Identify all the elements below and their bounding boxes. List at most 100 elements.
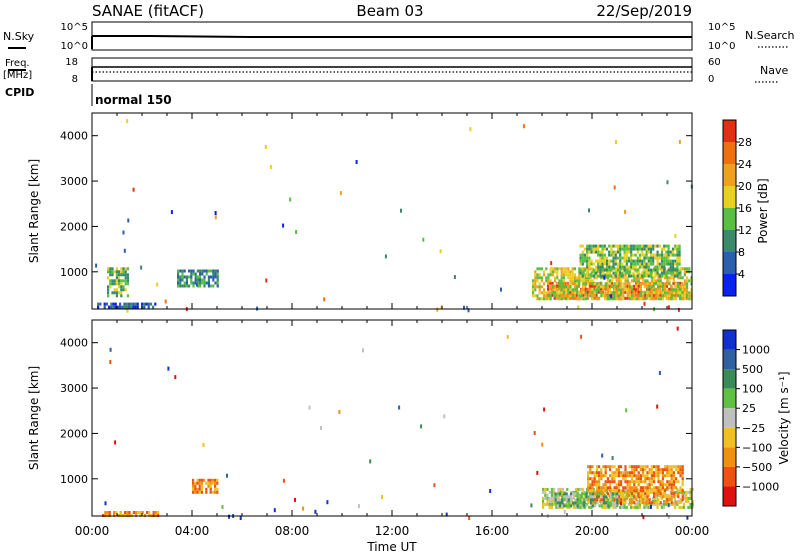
heatmap-cell — [538, 273, 541, 277]
heatmap-cell — [653, 282, 656, 286]
heatmap-cell — [599, 274, 602, 278]
heatmap-cell — [634, 268, 637, 272]
heatmap-cell — [622, 501, 625, 505]
heatmap-cell — [649, 490, 652, 494]
heatmap-cell — [668, 483, 671, 487]
heatmap-cell — [659, 495, 662, 499]
heatmap-cell — [633, 465, 636, 469]
heatmap-cell — [563, 504, 566, 508]
heatmap-cell — [636, 505, 639, 509]
heatmap-cell — [554, 276, 557, 280]
heatmap-cell — [595, 276, 598, 280]
heatmap-cell — [113, 282, 116, 286]
heatmap-cell — [612, 265, 615, 269]
heatmap-cell — [679, 285, 682, 289]
heatmap-cell — [642, 276, 645, 280]
heatmap-cell — [605, 262, 609, 266]
heatmap-cell — [631, 294, 634, 298]
heatmap-cell — [620, 471, 623, 475]
heatmap-cell — [192, 490, 195, 494]
heatmap-cell — [600, 477, 603, 481]
heatmap-cell — [587, 501, 590, 505]
heatmap-cell — [581, 256, 584, 260]
heatmap-cell — [603, 268, 606, 272]
heatmap-cell — [652, 284, 655, 288]
nsky-tick-top: 10^5 — [61, 22, 88, 33]
heatmap-cell — [569, 492, 573, 496]
power-heatmap-cells — [95, 119, 693, 313]
heatmap-cell — [648, 287, 651, 291]
heatmap-cell — [667, 515, 670, 519]
heatmap-cell — [143, 302, 146, 306]
heatmap-cell — [592, 250, 595, 254]
heatmap-cell — [398, 405, 401, 410]
heatmap-cell — [569, 504, 573, 508]
heatmap-cell — [615, 285, 618, 289]
heatmap-cell — [522, 124, 525, 129]
heatmap-cell — [547, 281, 550, 285]
heatmap-cell — [118, 285, 121, 289]
heatmap-cell — [534, 279, 537, 283]
heatmap-cell — [659, 486, 662, 490]
heatmap-cell — [650, 276, 653, 280]
heatmap-cell — [177, 269, 180, 273]
heatmap-cell — [674, 490, 677, 494]
heatmap-cell — [630, 247, 633, 251]
heatmap-cell — [672, 495, 675, 499]
heatmap-cell — [556, 504, 559, 508]
heatmap-cell — [622, 285, 625, 289]
heatmap-cell — [598, 486, 601, 490]
heatmap-cell — [654, 496, 657, 500]
heatmap-cell — [212, 269, 215, 273]
heatmap-cell — [532, 282, 535, 286]
heatmap-cell — [614, 262, 617, 266]
heatmap-cell — [120, 267, 123, 271]
heatmap-cell — [574, 498, 577, 502]
colorbar-swatch — [723, 120, 736, 142]
heatmap-cell — [609, 282, 612, 286]
heatmap-cell — [620, 489, 623, 493]
heatmap-cell — [677, 282, 680, 286]
heatmap-cell — [682, 490, 685, 494]
heatmap-cell — [639, 276, 642, 280]
heatmap-cell — [671, 262, 675, 266]
heatmap-cell — [649, 250, 653, 254]
heatmap-cell — [614, 271, 617, 275]
heatmap-cell — [130, 305, 133, 309]
heatmap-cell — [622, 489, 625, 493]
heatmap-cell — [650, 291, 653, 295]
heatmap-cell — [659, 483, 662, 487]
heatmap-cell — [647, 265, 650, 269]
heatmap-cell — [686, 515, 689, 520]
heatmap-cell — [179, 278, 182, 282]
heatmap-cell — [580, 276, 583, 280]
heatmap-cell — [179, 284, 182, 288]
heatmap-cell — [601, 265, 604, 269]
heatmap-cell — [113, 291, 116, 295]
heatmap-cell — [665, 262, 668, 266]
heatmap-cell — [672, 279, 675, 283]
heatmap-cell — [203, 284, 206, 288]
heatmap-cell — [154, 511, 157, 514]
heatmap-cell — [547, 273, 550, 277]
heatmap-cell — [534, 273, 537, 277]
heatmap-cell — [583, 492, 586, 496]
heatmap-cell — [656, 265, 659, 269]
heatmap-cell — [594, 271, 598, 275]
heatmap-cell — [646, 495, 649, 499]
heatmap-cell — [679, 468, 682, 472]
heatmap-cell — [619, 259, 622, 263]
heatmap-cell — [107, 291, 110, 295]
heatmap-cell — [120, 273, 123, 277]
heatmap-cell — [601, 250, 604, 254]
heatmap-cell — [612, 262, 615, 266]
heatmap-cell — [586, 293, 589, 297]
y-tick-label: 1000 — [60, 266, 88, 279]
heatmap-cell — [602, 483, 605, 487]
heatmap-cell — [668, 468, 671, 472]
beam-label: Beam 03 — [356, 2, 423, 20]
heatmap-cell — [584, 282, 587, 286]
heatmap-cell — [650, 294, 653, 298]
heatmap-cell — [586, 271, 589, 275]
heatmap-cell — [670, 480, 673, 484]
